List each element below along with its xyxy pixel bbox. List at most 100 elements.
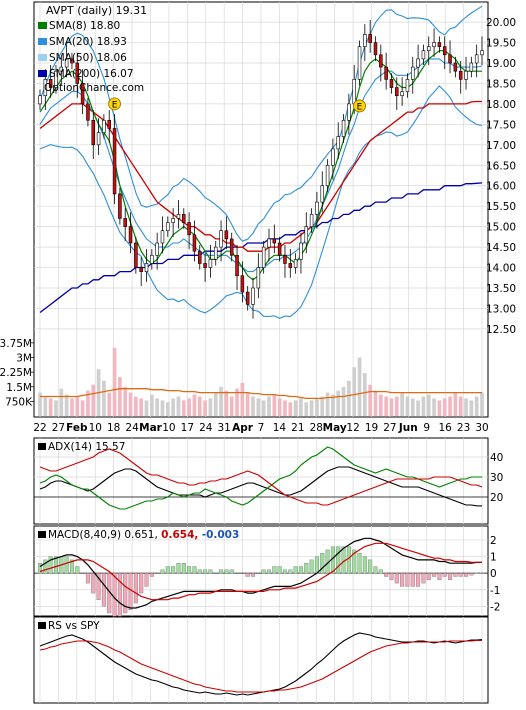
candle-body (134, 243, 137, 268)
volume-bar (320, 397, 324, 417)
candle-body (278, 243, 281, 255)
macd-label-text: MACD(8,40,9) 0.651, 0.654, -0.003 (48, 529, 239, 541)
legend-swatch-sma50 (38, 54, 47, 61)
candle-body (172, 218, 175, 222)
volume-bar (203, 400, 207, 416)
macd-histogram-bar (187, 567, 191, 574)
candle-body (417, 59, 420, 67)
macd-histogram-bar (171, 567, 175, 574)
macd-histogram-bar (288, 570, 292, 573)
candle-body (401, 92, 404, 96)
volume-bar (59, 389, 63, 416)
macd-histogram-bar (278, 567, 282, 574)
macd-histogram-bar (139, 573, 143, 593)
candle-body (214, 247, 217, 259)
volume-bar (358, 358, 362, 417)
macd-histogram-bar (342, 547, 346, 574)
candle-body (262, 247, 265, 267)
volume-bar (145, 400, 149, 416)
macd-histogram-bar (102, 573, 106, 606)
volume-y-tick-label: 1.5M (6, 382, 32, 394)
candle-body (204, 263, 207, 267)
volume-bar (246, 393, 250, 416)
candle-body (481, 51, 484, 55)
macd-histogram-bar (246, 573, 250, 576)
volume-bar (438, 400, 442, 416)
candle-body (188, 223, 191, 235)
price-y-tick-label: 17.50 (486, 119, 516, 131)
x-tick-label: 28 (310, 422, 323, 434)
macd-y-tick-label: -2 (490, 601, 500, 613)
volume-bar (475, 397, 479, 417)
candle-body (118, 194, 121, 219)
candle-body (326, 165, 329, 185)
candle-body (470, 63, 473, 71)
candle-body (427, 47, 430, 51)
volume-bar (256, 398, 260, 416)
macd-signal-value: 0.654, (161, 529, 198, 541)
macd-histogram-bar (358, 553, 362, 573)
volume-bar (299, 398, 303, 416)
candle-body (390, 79, 393, 87)
candle-body (246, 292, 249, 304)
volume-bar (443, 398, 447, 416)
price-y-tick-label: 19.50 (486, 38, 516, 50)
volume-bar (326, 393, 330, 416)
x-tick-label: 19 (365, 422, 378, 434)
candle-body (353, 79, 356, 104)
volume-bar (363, 373, 367, 416)
rs-label: RS vs SPY (38, 620, 100, 632)
volume-y-tick-label: 750K (5, 396, 33, 408)
volume-bar (288, 402, 292, 416)
volume-bar (267, 397, 271, 417)
volume-bar (91, 385, 95, 416)
candle-body (268, 239, 271, 247)
candle-body (363, 34, 366, 46)
macd-histogram-bar (406, 573, 410, 586)
volume-bar (107, 393, 111, 416)
macd-histogram-bar (262, 570, 266, 573)
x-tick-label: 10 (162, 422, 175, 434)
price-y-tick-label: 18.00 (486, 99, 516, 111)
candle-body (220, 231, 223, 247)
legend-sma200: SMA(200) 16.07 (49, 68, 134, 80)
volume-bar (65, 395, 69, 416)
candle-body (108, 120, 111, 128)
macd-histogram-bar (177, 563, 181, 573)
price-y-tick-label: 20.00 (486, 17, 516, 29)
volume-bar (166, 402, 170, 416)
candle-body (230, 239, 233, 255)
candle-body (156, 243, 159, 255)
macd-histogram-bar (272, 567, 276, 574)
candle-body (177, 214, 180, 218)
volume-bar (251, 397, 255, 417)
macd-histogram-bar (225, 570, 229, 573)
volume-bar (464, 398, 468, 416)
volume-bar (155, 398, 159, 416)
adx-y-tick-label: 40 (490, 452, 503, 464)
candle-body (331, 149, 334, 165)
x-tick-label: 18 (107, 422, 120, 434)
macd-histogram-bar (193, 567, 197, 574)
macd-histogram-bar (395, 573, 399, 583)
macd-histogram-bar (390, 573, 394, 580)
candle-body (273, 239, 276, 243)
x-tick-label: Feb (66, 422, 88, 434)
legend-sma50: SMA(50) 18.06 (49, 52, 127, 64)
macd-histogram-bar (65, 557, 69, 574)
macd-histogram-bar (113, 573, 117, 616)
macd-histogram-bar (86, 573, 90, 583)
volume-bar (209, 398, 213, 416)
candle-body (406, 79, 409, 91)
candle-body (438, 43, 441, 47)
macd-histogram-bar (251, 573, 255, 576)
volume-bar (342, 387, 346, 416)
volume-bar (336, 391, 340, 416)
candle-body (166, 223, 169, 231)
macd-histogram-bar (400, 573, 404, 586)
candle-body (321, 186, 324, 202)
volume-bar (283, 400, 287, 416)
candle-body (252, 288, 255, 304)
volume-bar (81, 400, 85, 416)
